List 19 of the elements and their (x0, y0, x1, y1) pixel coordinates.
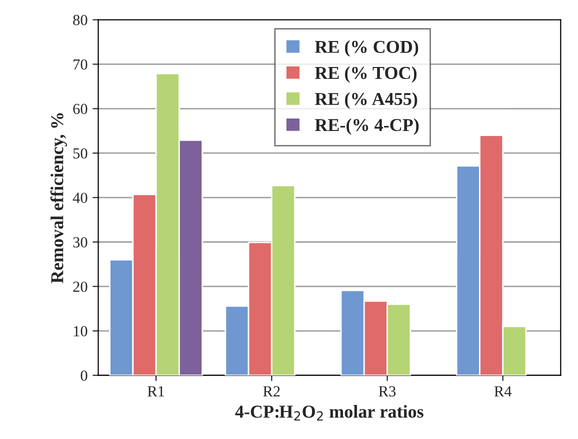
x-tick-label: R3 (378, 386, 396, 397)
y-tick-label: 20 (73, 282, 88, 292)
legend-label: RE (% COD) (314, 40, 418, 57)
x-axis-title: 4-CP:H$_{2}$O$_{2}$ molar ratios (235, 405, 424, 421)
legend-label: RE (% A455) (314, 92, 418, 109)
y-tick-label: 0 (80, 370, 88, 381)
y-tick-label: 10 (74, 326, 88, 336)
y-tick-label: 30 (73, 237, 88, 248)
x-tick-label: R4 (494, 386, 512, 396)
x-tick-label: R1 (148, 386, 164, 396)
y-axis-title: Removal efficiency, % (50, 113, 68, 284)
legend-label: RE-(% 4-CP) (314, 118, 419, 135)
legend-label: RE (% TOC) (314, 66, 417, 83)
y-tick-label: 70 (74, 59, 88, 70)
y-tick-label: 50 (73, 148, 88, 159)
x-tick-label: R2 (263, 386, 280, 396)
y-tick-label: 60 (73, 104, 88, 114)
y-tick-label: 40 (72, 192, 88, 203)
y-tick-label: 80 (73, 14, 88, 26)
